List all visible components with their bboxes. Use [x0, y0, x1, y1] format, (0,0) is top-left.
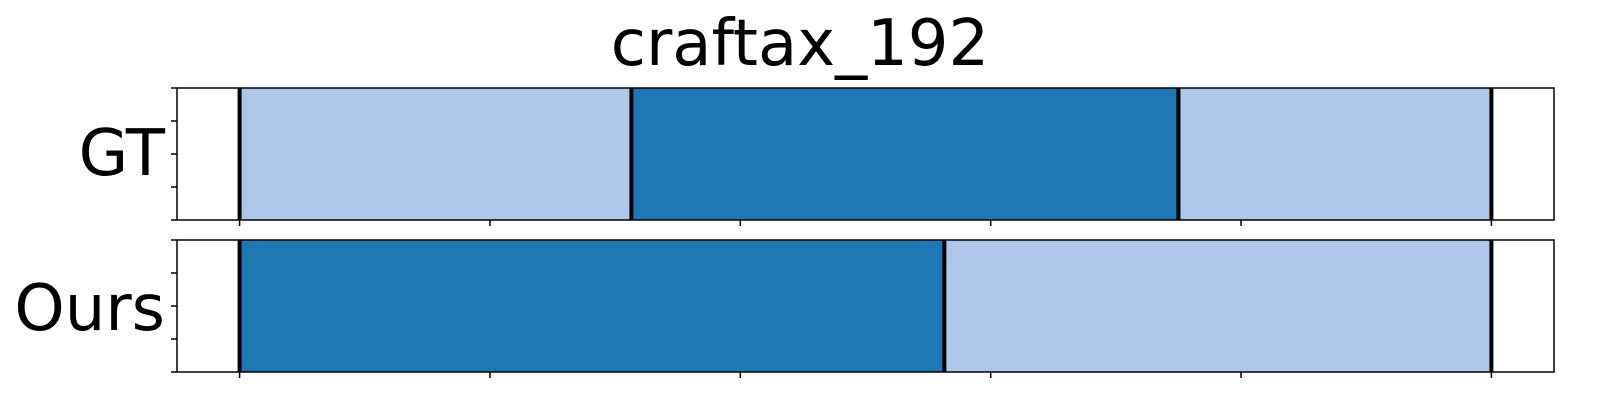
segment-ours-0: [239, 240, 945, 372]
segment-gt-0: [239, 88, 632, 220]
row-label-ours: Ours: [14, 272, 165, 346]
row-label-gt: GT: [78, 117, 165, 191]
panel-frame-ours: [176, 239, 1555, 373]
segment-gt-1: [631, 88, 1179, 220]
segment-ours-1: [944, 240, 1492, 372]
segment-gt-2: [1178, 88, 1492, 220]
chart-title: craftax_192: [610, 7, 990, 81]
panel-frame-gt: [176, 87, 1555, 221]
